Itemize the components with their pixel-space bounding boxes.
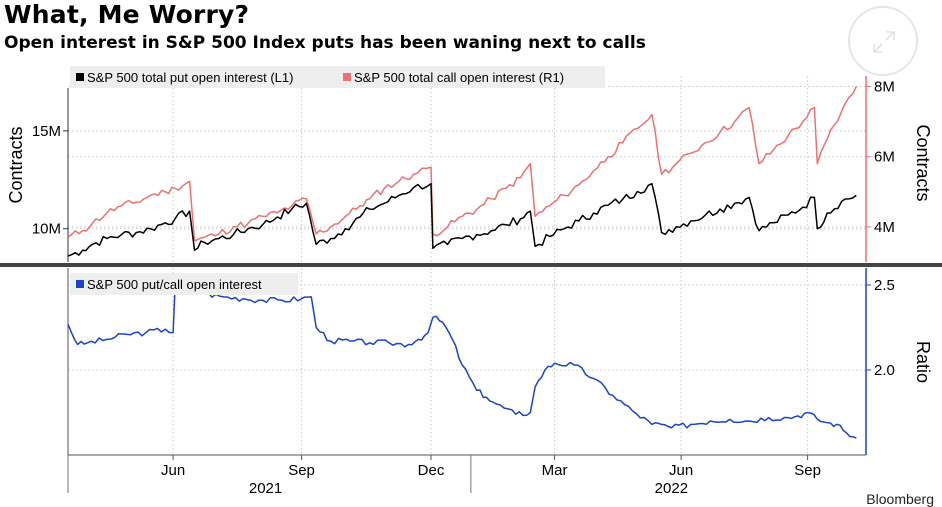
year-label: 2021 — [249, 480, 282, 497]
series-line-ratio — [67, 286, 857, 439]
y-axis-title-left: Contracts — [6, 126, 26, 203]
chart-title: What, Me Worry? — [4, 0, 250, 29]
legend-top-box — [70, 66, 605, 88]
legend-bottom-swatch — [76, 280, 84, 288]
chart-subtitle: Open interest in S&P 500 Index puts has … — [4, 33, 646, 53]
expand-icon — [873, 31, 895, 53]
y-tick-label-left: 15M — [32, 123, 61, 140]
x-tick-label: Sep — [288, 462, 315, 479]
x-tick-label: Sep — [794, 462, 821, 479]
y-tick-label-right: 4M — [874, 219, 895, 236]
y-tick-label-right: 8M — [874, 79, 895, 96]
legend-top-label: S&P 500 total call open interest (R1) — [354, 70, 564, 85]
y-axis-title-ratio: Ratio — [913, 341, 933, 383]
y-tick-label-left: 10M — [32, 221, 61, 238]
y-tick-label-right: 6M — [874, 149, 895, 166]
legend-top-label: S&P 500 total put open interest (L1) — [87, 70, 293, 85]
y-tick-label-ratio: 2.0 — [874, 362, 895, 379]
y-tick-label-ratio: 2.5 — [874, 277, 895, 294]
legend-top-swatch — [343, 73, 351, 81]
x-tick-label: Mar — [542, 462, 568, 479]
legend-bottom-box — [70, 273, 298, 295]
legend-bottom-label: S&P 500 put/call open interest — [87, 277, 262, 292]
year-label: 2022 — [655, 480, 688, 497]
y-axis-title-right: Contracts — [913, 124, 933, 201]
series-line-put — [67, 182, 857, 257]
x-tick-label: Dec — [418, 462, 445, 479]
expand-button[interactable] — [848, 6, 918, 76]
series-line-call — [67, 86, 857, 242]
x-tick-label: Jun — [161, 462, 185, 479]
x-tick-label: Jun — [669, 462, 693, 479]
legend-top-swatch — [76, 73, 84, 81]
source-label: Bloomberg — [866, 491, 934, 507]
